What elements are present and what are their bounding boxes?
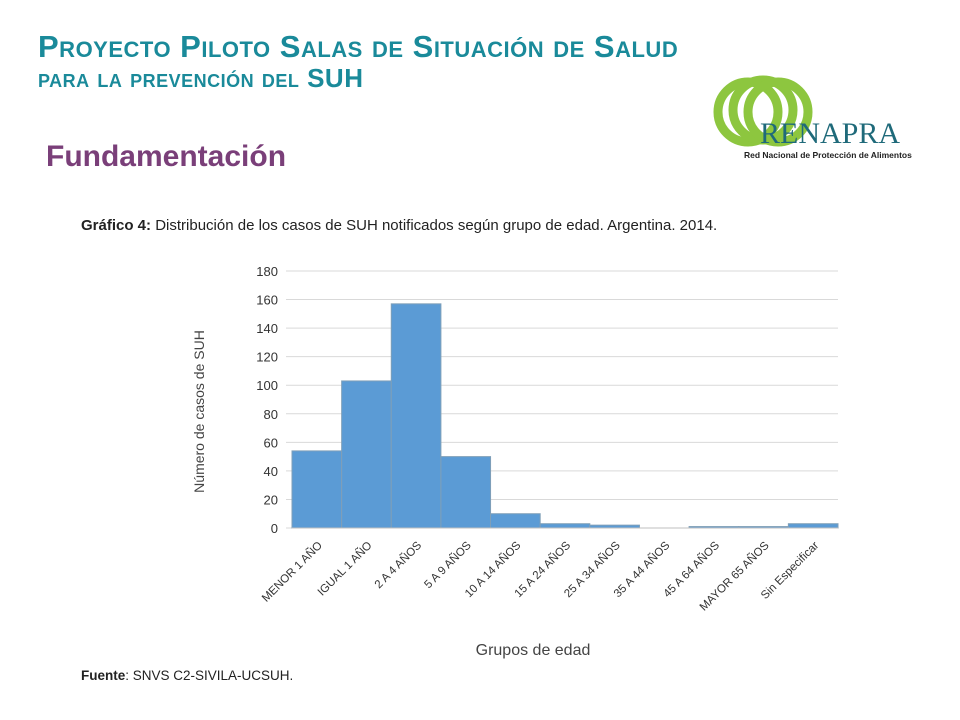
section-heading: Fundamentación bbox=[46, 140, 287, 173]
y-tick-label: 80 bbox=[264, 407, 278, 422]
y-axis-title: Número de casos de SUH bbox=[191, 330, 207, 493]
source-note: Fuente: SNVS C2-SIVILA-UCSUH. bbox=[81, 668, 293, 683]
bar bbox=[390, 303, 442, 529]
y-tick-label: 60 bbox=[264, 435, 278, 450]
logo-tagline: Red Nacional de Protección de Alimentos bbox=[744, 150, 912, 160]
x-tick-label: 2 A 4 AÑOS bbox=[372, 539, 424, 591]
y-tick-label: 100 bbox=[256, 378, 278, 393]
renapra-logo-icon bbox=[713, 75, 813, 147]
bar bbox=[341, 380, 392, 529]
y-tick-label: 160 bbox=[256, 293, 278, 308]
source-text: : SNVS C2-SIVILA-UCSUH. bbox=[125, 668, 294, 683]
caption-label: Gráfico 4: bbox=[81, 217, 152, 234]
bar bbox=[440, 456, 492, 529]
x-tick-label: MENOR 1 AÑO bbox=[259, 539, 325, 605]
x-axis-title: Grupos de edad bbox=[476, 642, 591, 659]
y-tick-label: 120 bbox=[256, 350, 278, 365]
caption-text: Distribución de los casos de SUH notific… bbox=[151, 217, 718, 234]
bar bbox=[539, 523, 591, 529]
bar bbox=[490, 513, 541, 529]
logo-name: RENAPRA bbox=[760, 117, 901, 150]
bar bbox=[291, 450, 343, 529]
chart-caption: Gráfico 4: Distribución de los casos de … bbox=[81, 217, 717, 234]
y-tick-label: 140 bbox=[256, 321, 278, 336]
source-label: Fuente bbox=[81, 668, 126, 683]
y-tick-label: 40 bbox=[264, 464, 278, 479]
bar bbox=[787, 523, 839, 529]
title-line-2: para la prevención del SUH bbox=[38, 63, 364, 94]
title-line-1: Proyecto Piloto Salas de Situación de Sa… bbox=[38, 29, 679, 64]
y-tick-label: 20 bbox=[264, 492, 278, 507]
x-tick-label: 5 A 9 AÑOS bbox=[422, 539, 474, 591]
slide-title: Proyecto Piloto Salas de Situación de Sa… bbox=[38, 28, 678, 94]
y-tick-label: 0 bbox=[271, 521, 278, 536]
y-tick-label: 180 bbox=[256, 264, 278, 279]
